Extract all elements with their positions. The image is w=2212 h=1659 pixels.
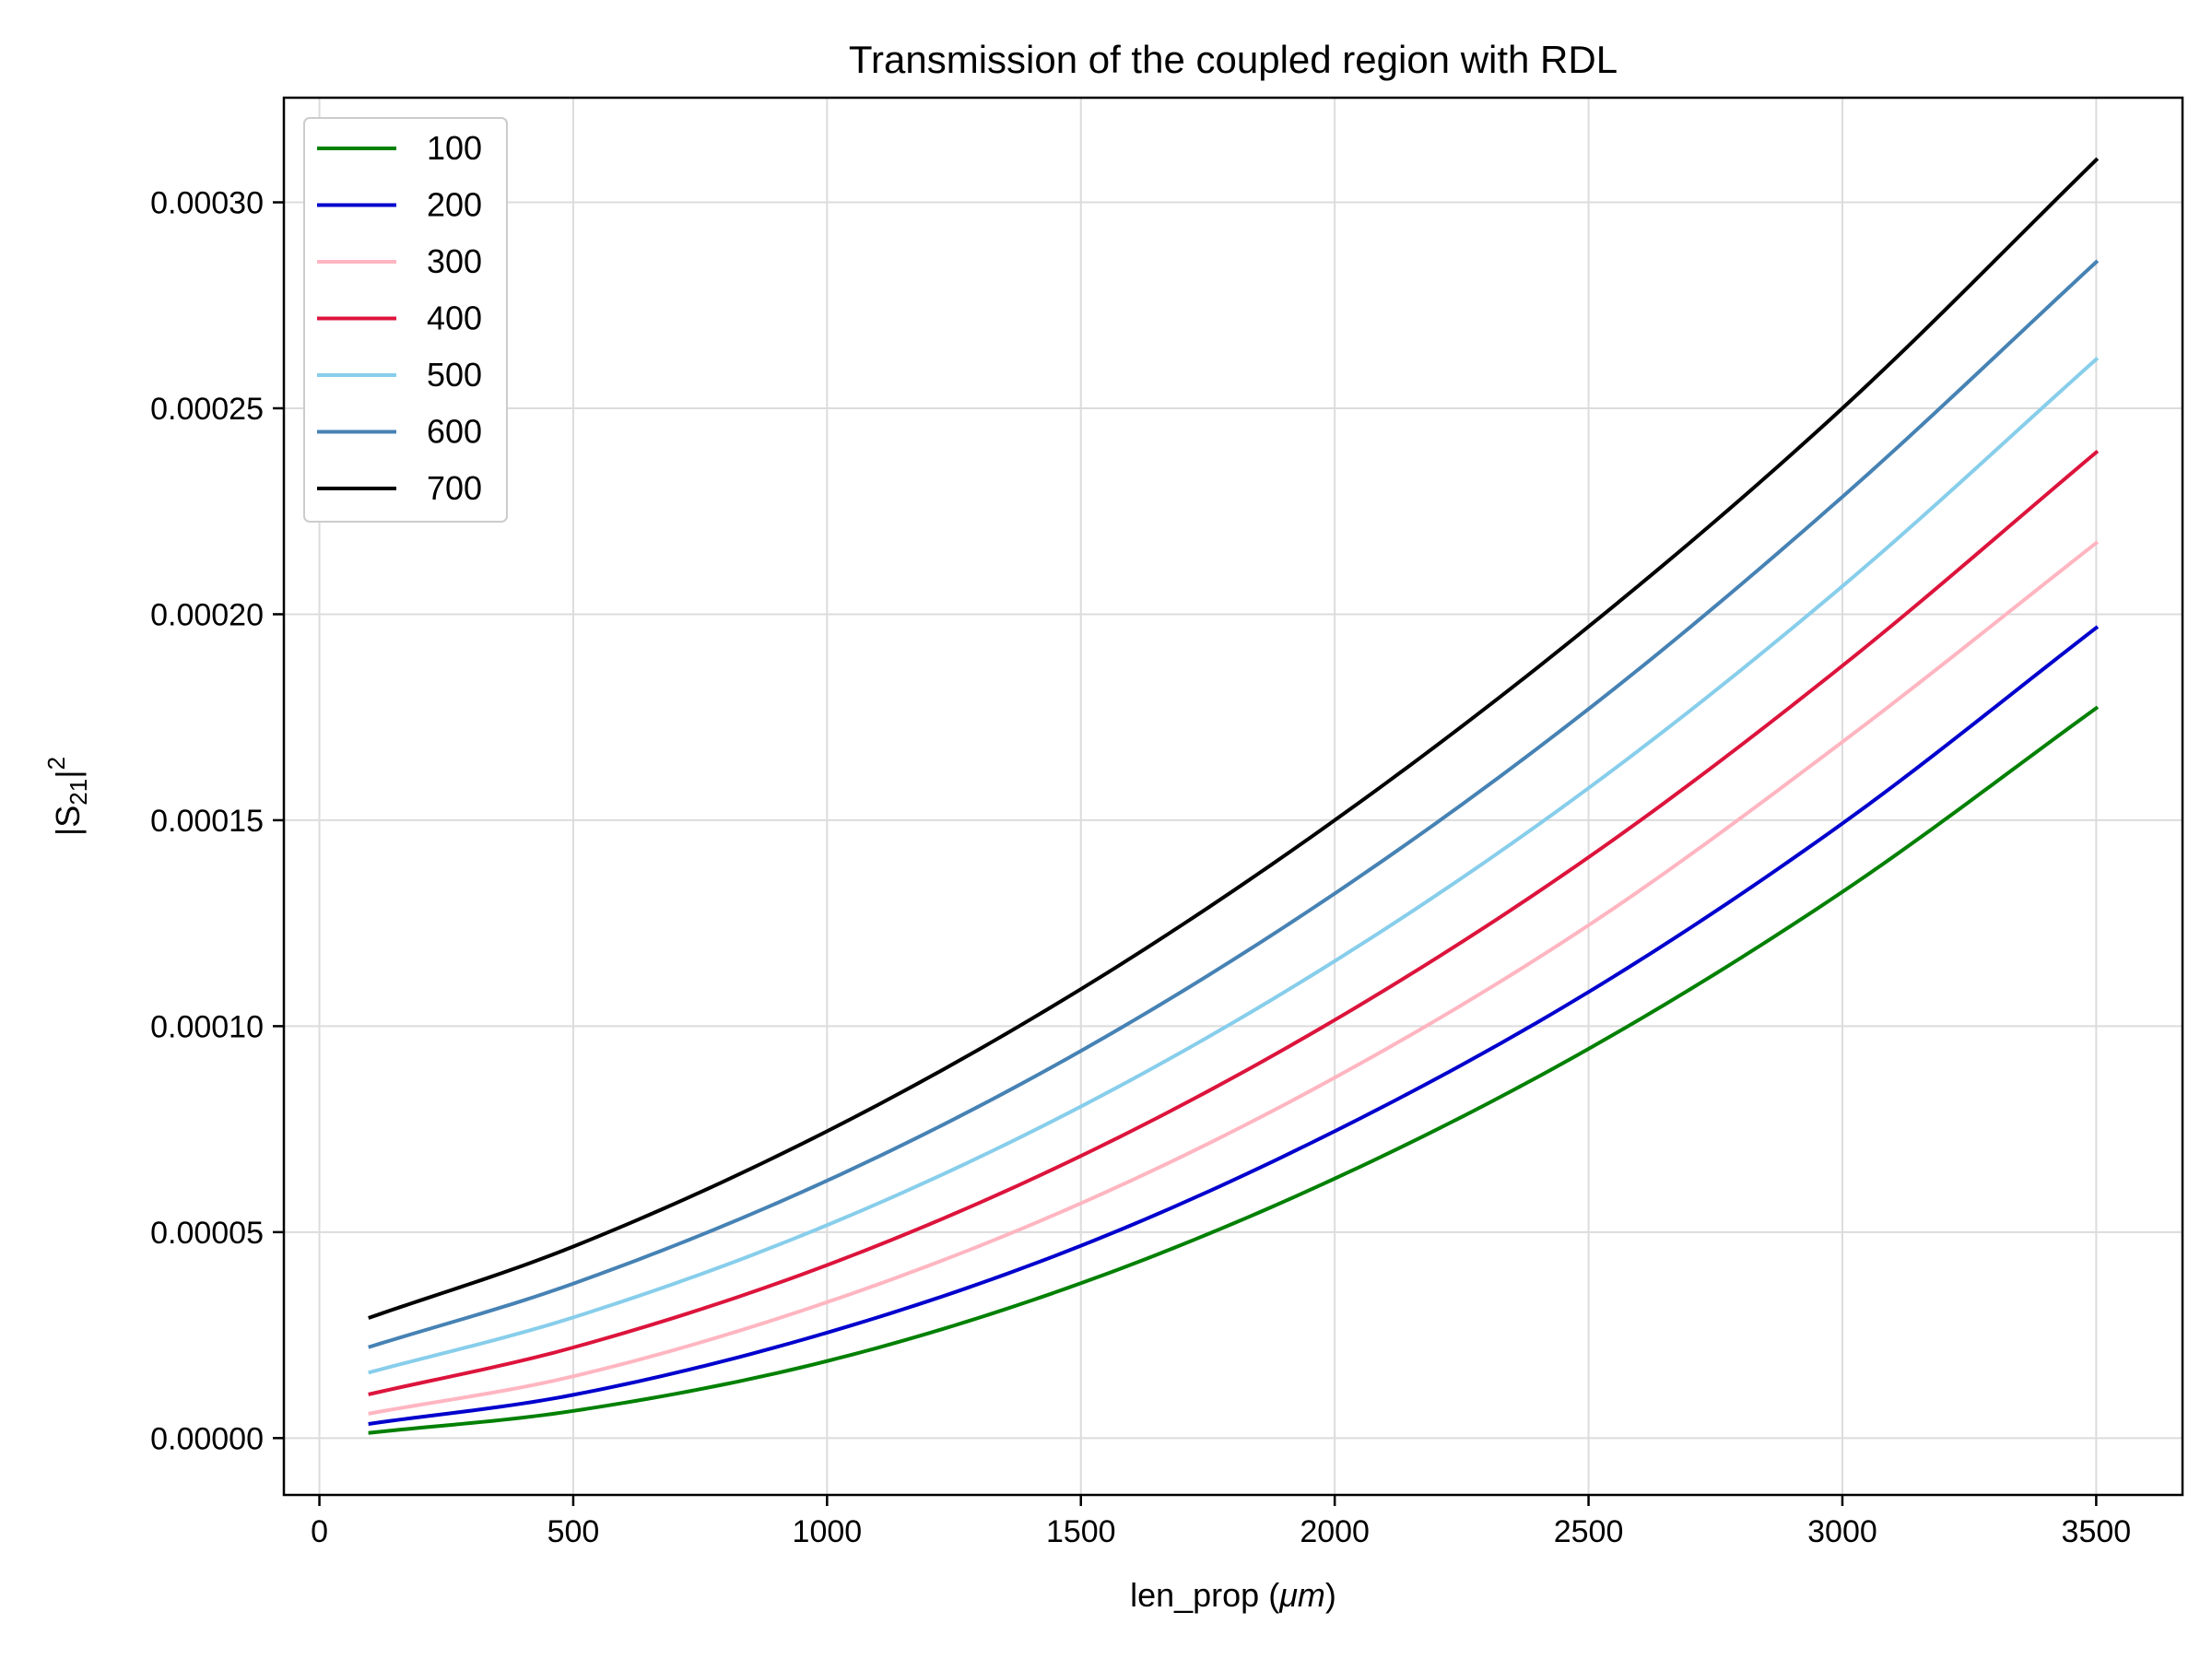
y-tick-label: 0.00030 <box>150 186 264 221</box>
y-tick-label: 0.00000 <box>150 1421 264 1456</box>
y-tick-label: 0.00025 <box>150 392 264 427</box>
legend-label-400: 400 <box>427 300 482 337</box>
legend: 100 200 300 400 500 600 700 <box>303 117 508 523</box>
series-lines <box>368 157 2100 1435</box>
legend-label-700: 700 <box>427 469 482 507</box>
y-axis-title-subscript: 21 <box>65 779 92 806</box>
series-line-600 <box>368 259 2100 1349</box>
series-line-200 <box>368 625 2100 1426</box>
series-line-400 <box>368 449 2100 1396</box>
y-axis-title-bar: | <box>49 770 87 778</box>
plot-area-frame <box>282 96 2184 1497</box>
y-axis-title-superscript: 2 <box>42 757 70 770</box>
x-tick-label: 3000 <box>1807 1514 1877 1549</box>
axis-ticks: 0 500 1000 1500 2000 2500 3000 3500 0.00000 0.000… <box>150 186 2131 1549</box>
legend-label-200: 200 <box>427 186 482 224</box>
x-axis-title-unit: μm <box>1278 1576 1325 1614</box>
x-tick-label: 500 <box>547 1514 600 1549</box>
legend-label-500: 500 <box>427 356 482 394</box>
x-tick-label: 2500 <box>1554 1514 1624 1549</box>
y-tick-label: 0.00015 <box>150 804 264 839</box>
legend-items: 100 200 300 400 500 600 700 <box>317 129 482 507</box>
series-line-100 <box>368 705 2100 1435</box>
chart-title: Transmission of the coupled region with … <box>849 38 1618 81</box>
y-tick-label: 0.00010 <box>150 1009 264 1044</box>
y-axis-title: |S21|2 <box>42 757 92 836</box>
legend-box <box>303 117 508 523</box>
legend-label-100: 100 <box>427 129 482 167</box>
x-tick-label: 1500 <box>1046 1514 1116 1549</box>
series-line-300 <box>368 540 2100 1416</box>
x-axis-title-close: ) <box>1325 1576 1336 1614</box>
x-tick-label: 2000 <box>1300 1514 1370 1549</box>
y-tick-label: 0.00020 <box>150 597 264 632</box>
legend-label-300: 300 <box>427 242 482 280</box>
x-tick-label: 3500 <box>2062 1514 2132 1549</box>
y-axis-title-base: |S <box>49 806 87 836</box>
x-axis-title: len_prop (μm) <box>1130 1576 1336 1614</box>
y-tick-label: 0.00005 <box>150 1216 264 1251</box>
x-tick-label: 0 <box>311 1514 328 1549</box>
series-line-700 <box>368 157 2100 1320</box>
series-line-500 <box>368 356 2100 1375</box>
x-tick-label: 1000 <box>793 1514 863 1549</box>
x-axis-title-text: len_prop ( <box>1130 1576 1279 1614</box>
grid <box>284 98 2183 1495</box>
legend-label-600: 600 <box>427 413 482 451</box>
